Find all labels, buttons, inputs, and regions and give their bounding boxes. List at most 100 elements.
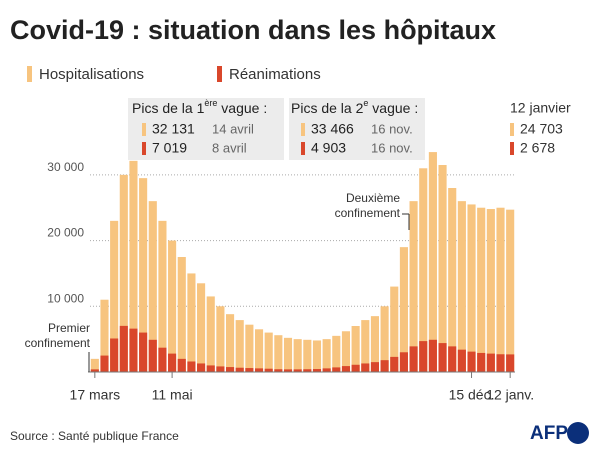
bar bbox=[428, 152, 437, 372]
bar bbox=[341, 366, 351, 372]
bar bbox=[148, 201, 157, 372]
bar bbox=[390, 286, 399, 372]
bar bbox=[90, 369, 99, 372]
bar bbox=[332, 335, 341, 372]
bar bbox=[448, 346, 457, 372]
bar bbox=[283, 337, 293, 372]
bar bbox=[380, 360, 389, 372]
bar bbox=[399, 352, 408, 372]
bar bbox=[312, 340, 322, 372]
bar bbox=[361, 363, 370, 372]
bar bbox=[399, 247, 408, 372]
annotation-title: Pics de la 2e vague : bbox=[291, 98, 418, 115]
bar bbox=[245, 368, 254, 372]
bar bbox=[206, 296, 215, 372]
bar bbox=[187, 361, 196, 372]
logo: AFP bbox=[530, 423, 568, 444]
y-tick-label: 30 000 bbox=[47, 160, 84, 174]
bar bbox=[235, 367, 244, 372]
text-part: Pics de la 2 bbox=[291, 100, 364, 116]
legend-label: Réanimations bbox=[229, 66, 321, 83]
annotation-value: 24 703 bbox=[520, 121, 563, 137]
bar bbox=[148, 339, 157, 372]
bar bbox=[419, 168, 428, 372]
source: Source : Santé publique France bbox=[10, 429, 179, 443]
bar bbox=[419, 341, 428, 372]
legend-swatch bbox=[510, 123, 514, 136]
chart-title: Covid-19 : situation dans les hôpitaux bbox=[10, 15, 496, 45]
bar bbox=[341, 331, 351, 372]
bar bbox=[264, 368, 273, 372]
bar bbox=[428, 339, 437, 372]
legend-swatch bbox=[142, 142, 146, 155]
text-part: vague : bbox=[368, 100, 418, 116]
y-tick-label: 20 000 bbox=[47, 226, 84, 240]
annotation-title: Pics de la 1ère vague : bbox=[132, 98, 267, 115]
legend-label: Hospitalisations bbox=[39, 66, 144, 83]
legend-swatch bbox=[301, 123, 305, 136]
bar bbox=[90, 358, 99, 372]
legend-swatch bbox=[510, 142, 514, 155]
bar bbox=[119, 174, 128, 372]
logo-circle bbox=[567, 422, 589, 444]
bar bbox=[158, 220, 167, 372]
annotation: confinement bbox=[335, 206, 401, 220]
bar bbox=[438, 343, 447, 372]
text-part: e bbox=[363, 98, 368, 108]
bar bbox=[129, 160, 138, 372]
annotation-value: 7 019 bbox=[152, 140, 187, 156]
bar bbox=[254, 329, 264, 372]
bar bbox=[139, 178, 148, 372]
text-part: vague : bbox=[217, 100, 267, 116]
bar bbox=[303, 339, 312, 372]
bar bbox=[361, 320, 370, 372]
bar bbox=[129, 328, 138, 372]
annotation-value: 2 678 bbox=[520, 140, 555, 156]
legend-swatch bbox=[142, 123, 146, 136]
legend-swatch bbox=[217, 66, 222, 82]
bar bbox=[486, 209, 495, 372]
bar bbox=[187, 273, 196, 372]
bar bbox=[226, 314, 235, 372]
annotation-title: 12 janvier bbox=[510, 100, 571, 116]
legend-swatch bbox=[301, 142, 305, 155]
bar bbox=[216, 306, 225, 372]
bar bbox=[506, 354, 515, 372]
bar bbox=[158, 347, 167, 372]
bar bbox=[467, 351, 476, 372]
bar bbox=[177, 358, 186, 372]
bar bbox=[496, 207, 505, 372]
bar bbox=[477, 207, 486, 372]
annotation-value: 32 131 bbox=[152, 121, 195, 137]
bar bbox=[322, 368, 331, 372]
annotation-date: 14 avril bbox=[212, 121, 254, 136]
annotation: confinement bbox=[25, 336, 91, 350]
bar bbox=[351, 364, 360, 372]
annotation: Premier bbox=[48, 321, 90, 335]
bar bbox=[370, 316, 379, 372]
bar bbox=[448, 188, 457, 372]
bar bbox=[457, 201, 466, 372]
bar bbox=[351, 326, 360, 372]
annotation-value: 4 903 bbox=[311, 140, 346, 156]
bar bbox=[264, 332, 273, 372]
bar bbox=[119, 325, 128, 372]
bar bbox=[226, 367, 235, 372]
bar bbox=[409, 346, 418, 372]
annotation: Deuxième bbox=[346, 191, 400, 205]
bar bbox=[177, 257, 186, 372]
bar bbox=[110, 220, 119, 372]
annotation-value: 33 466 bbox=[311, 121, 354, 137]
bar bbox=[254, 368, 264, 372]
x-tick-label: 11 mai bbox=[152, 387, 193, 403]
bar bbox=[293, 339, 302, 372]
bar bbox=[100, 355, 109, 372]
annotation-box bbox=[289, 98, 425, 160]
x-tick-label: 17 mars bbox=[70, 387, 121, 403]
bar bbox=[274, 369, 283, 372]
bar bbox=[235, 320, 244, 372]
bar bbox=[332, 367, 341, 372]
bar bbox=[486, 353, 495, 372]
bar bbox=[110, 338, 119, 372]
